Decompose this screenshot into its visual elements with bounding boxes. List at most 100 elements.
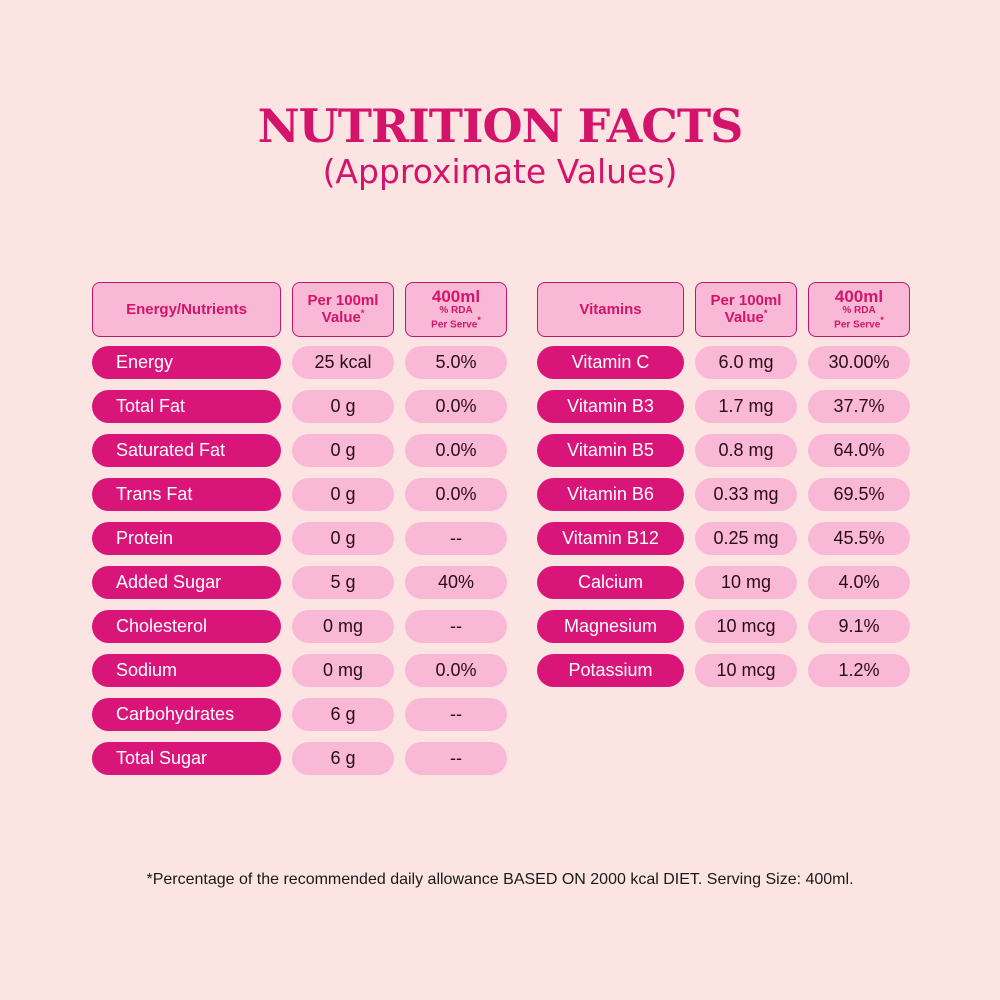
rda-per-serve-pill: 5.0% (405, 346, 507, 379)
header-per-100ml: Per 100ml Value* (695, 282, 797, 337)
header-line: Value* (724, 308, 768, 326)
per-100ml-value-pill: 5 g (292, 566, 394, 599)
header-footnote-mark: * (477, 315, 481, 326)
nutrient-name-pill: Protein (92, 522, 281, 555)
vitamins-header-row: Vitamins Per 100ml Value* 400ml % RDA Pe… (537, 282, 921, 337)
header-line: % RDA (439, 304, 473, 316)
per-100ml-value-pill: 10 mg (695, 566, 797, 599)
nutrient-row: Trans Fat 0 g 0.0% (92, 478, 518, 511)
nutrient-row: Sodium 0 mg 0.0% (92, 654, 518, 687)
vitamin-row: Calcium 10 mg 4.0% (537, 566, 921, 599)
nutrient-name-pill: Total Sugar (92, 742, 281, 775)
vitamin-row: Vitamin B5 0.8 mg 64.0% (537, 434, 921, 467)
vitamin-row: Vitamin B3 1.7 mg 37.7% (537, 390, 921, 423)
nutrient-row: Saturated Fat 0 g 0.0% (92, 434, 518, 467)
nutrient-row: Added Sugar 5 g 40% (92, 566, 518, 599)
nutrient-name-pill: Total Fat (92, 390, 281, 423)
nutrients-rows: Energy 25 kcal 5.0% Total Fat 0 g 0.0% Saturat… (92, 346, 518, 775)
rda-per-serve-pill: -- (405, 742, 507, 775)
header-line-text: Per Serve (431, 319, 478, 331)
nutrient-name-pill: Cholesterol (92, 610, 281, 643)
nutrients-header-row: Energy/Nutrients Per 100ml Value* 400ml … (92, 282, 518, 337)
vitamins-table: Vitamins Per 100ml Value* 400ml % RDA Pe… (537, 282, 921, 698)
vitamins-rows: Vitamin C 6.0 mg 30.00% Vitamin B3 1.7 mg 37.… (537, 346, 921, 687)
vitamin-name-pill: Calcium (537, 566, 684, 599)
header-line: Value* (321, 308, 365, 326)
per-100ml-value-pill: 10 mcg (695, 610, 797, 643)
rda-per-serve-pill: 0.0% (405, 654, 507, 687)
header-line-text: Value (321, 309, 361, 326)
per-100ml-value-pill: 0 g (292, 522, 394, 555)
header-line: 400ml (431, 286, 481, 306)
rda-per-serve-pill: 0.0% (405, 390, 507, 423)
header-line-text: Per Serve (834, 319, 881, 331)
per-100ml-value-pill: 0.8 mg (695, 434, 797, 467)
rda-per-serve-pill: 45.5% (808, 522, 910, 555)
vitamin-name-pill: Vitamin B6 (537, 478, 684, 511)
per-100ml-value-pill: 1.7 mg (695, 390, 797, 423)
header-vitamins: Vitamins (537, 282, 684, 337)
header-rda-per-serve: 400ml % RDA Per Serve* (808, 282, 910, 337)
nutrient-name-pill: Trans Fat (92, 478, 281, 511)
nutrient-name-pill: Carbohydrates (92, 698, 281, 731)
nutrient-row: Energy 25 kcal 5.0% (92, 346, 518, 379)
header-label: Energy/Nutrients (126, 300, 247, 318)
header-footnote-mark: * (360, 308, 365, 318)
page-title: NUTRITION FACTS (257, 99, 744, 153)
rda-per-serve-pill: 4.0% (808, 566, 910, 599)
vitamin-row: Magnesium 10 mcg 9.1% (537, 610, 921, 643)
header-per-100ml: Per 100ml Value* (292, 282, 394, 337)
nutrient-row: Total Fat 0 g 0.0% (92, 390, 518, 423)
rda-per-serve-pill: 64.0% (808, 434, 910, 467)
header-energy-nutrients: Energy/Nutrients (92, 282, 281, 337)
rda-per-serve-pill: -- (405, 610, 507, 643)
per-100ml-value-pill: 10 mcg (695, 654, 797, 687)
nutrient-row: Protein 0 g -- (92, 522, 518, 555)
header-rda-per-serve: 400ml % RDA Per Serve* (405, 282, 507, 337)
nutrient-name-pill: Added Sugar (92, 566, 281, 599)
vitamin-name-pill: Vitamin B12 (537, 522, 684, 555)
nutrient-row: Total Sugar 6 g -- (92, 742, 518, 775)
rda-per-serve-pill: 40% (405, 566, 507, 599)
per-100ml-value-pill: 0.33 mg (695, 478, 797, 511)
vitamin-row: Potassium 10 mcg 1.2% (537, 654, 921, 687)
vitamin-row: Vitamin B6 0.33 mg 69.5% (537, 478, 921, 511)
per-100ml-value-pill: 6.0 mg (695, 346, 797, 379)
footnote: *Percentage of the recommended daily all… (146, 871, 854, 888)
rda-per-serve-pill: -- (405, 698, 507, 731)
page-subtitle: (Approximate Values) (322, 152, 678, 191)
vitamin-name-pill: Vitamin C (537, 346, 684, 379)
rda-per-serve-pill: 0.0% (405, 434, 507, 467)
rda-per-serve-pill: 37.7% (808, 390, 910, 423)
header-line: % RDA (842, 304, 876, 316)
rda-per-serve-pill: -- (405, 522, 507, 555)
vitamin-name-pill: Vitamin B3 (537, 390, 684, 423)
per-100ml-value-pill: 25 kcal (292, 346, 394, 379)
nutrient-name-pill: Saturated Fat (92, 434, 281, 467)
rda-per-serve-pill: 1.2% (808, 654, 910, 687)
per-100ml-value-pill: 0 g (292, 434, 394, 467)
vitamin-name-pill: Magnesium (537, 610, 684, 643)
header-line: Per 100ml (307, 292, 379, 310)
nutrient-name-pill: Sodium (92, 654, 281, 687)
nutrient-row: Carbohydrates 6 g -- (92, 698, 518, 731)
header-line: Per 100ml (710, 292, 782, 310)
nutrient-row: Cholesterol 0 mg -- (92, 610, 518, 643)
rda-per-serve-pill: 9.1% (808, 610, 910, 643)
per-100ml-value-pill: 0 g (292, 478, 394, 511)
header-line: Per Serve* (834, 316, 884, 331)
per-100ml-value-pill: 0 mg (292, 610, 394, 643)
header-footnote-mark: * (880, 315, 884, 326)
header-line-text: Value (724, 309, 764, 326)
rda-per-serve-pill: 0.0% (405, 478, 507, 511)
per-100ml-value-pill: 0 g (292, 390, 394, 423)
vitamin-name-pill: Potassium (537, 654, 684, 687)
nutrients-table: Energy/Nutrients Per 100ml Value* 400ml … (92, 282, 518, 786)
vitamin-row: Vitamin B12 0.25 mg 45.5% (537, 522, 921, 555)
per-100ml-value-pill: 6 g (292, 742, 394, 775)
per-100ml-value-pill: 6 g (292, 698, 394, 731)
per-100ml-value-pill: 0 mg (292, 654, 394, 687)
vitamin-row: Vitamin C 6.0 mg 30.00% (537, 346, 921, 379)
nutrient-name-pill: Energy (92, 346, 281, 379)
header-footnote-mark: * (763, 308, 768, 318)
